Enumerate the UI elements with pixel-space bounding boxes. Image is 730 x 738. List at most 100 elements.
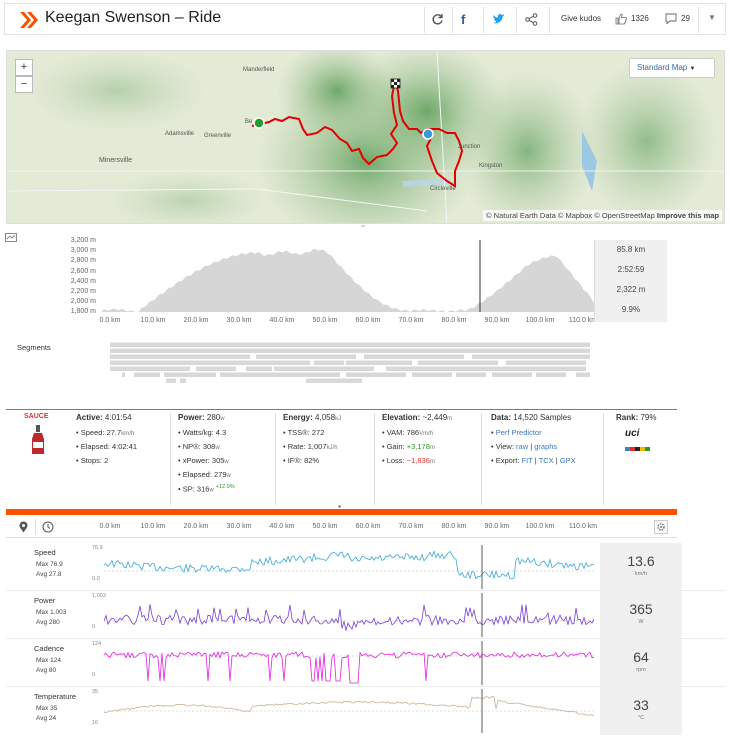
loss-label: Loss:: [386, 456, 405, 465]
zoom-in-button[interactable]: +: [15, 59, 33, 76]
stream-unit: km/h: [635, 571, 647, 577]
attribution-text: © Natural Earth Data © Mapbox © OpenStre…: [486, 211, 655, 220]
segment-bar[interactable]: [326, 378, 362, 384]
elevation-x-tick: 70.0 km: [398, 317, 424, 324]
energy-label: Energy:: [283, 413, 313, 422]
twitter-icon[interactable]: [492, 13, 506, 26]
segment-bar[interactable]: [412, 372, 452, 378]
stream-line-chart: [104, 593, 594, 637]
tss-value: 272: [311, 428, 325, 437]
share-icon[interactable]: [525, 13, 538, 26]
segment-bar[interactable]: [110, 342, 590, 348]
town-label: Junction: [458, 144, 481, 150]
elevation-chart[interactable]: 3,200 m 3,000 m 2,800 m 2,600 m 2,400 m 2,200…: [6, 230, 725, 338]
segment-bar[interactable]: [110, 366, 190, 372]
refresh-icon[interactable]: [431, 13, 444, 26]
readout-elevation: 2,322 m: [616, 285, 646, 294]
perf-predictor-link[interactable]: Perf Predictor: [495, 428, 542, 437]
segment-bar[interactable]: [506, 360, 586, 366]
chevron-down-icon[interactable]: ▼: [708, 13, 716, 22]
segment-bar[interactable]: [164, 372, 182, 378]
town-label: Be: [245, 119, 253, 125]
data-label: Data:: [491, 413, 512, 422]
thumbs-up-icon[interactable]: [615, 13, 627, 25]
segment-bar[interactable]: [176, 372, 216, 378]
segment-bar[interactable]: [246, 366, 272, 372]
segment-bar[interactable]: [196, 366, 236, 372]
segment-bar[interactable]: [418, 360, 498, 366]
segment-bar[interactable]: [456, 372, 486, 378]
export-gpx-link[interactable]: GPX: [559, 456, 576, 465]
pin-icon[interactable]: *: [338, 504, 342, 513]
segment-bar[interactable]: [472, 354, 590, 360]
segments-bars[interactable]: [106, 342, 596, 406]
sauce-bottle-icon[interactable]: [30, 425, 46, 455]
stream-value-box: [600, 591, 682, 639]
elevation-y-tick: 2,400 m: [70, 277, 96, 285]
export-fit-link[interactable]: FIT: [521, 456, 533, 465]
stream-current-value: 13.6: [627, 553, 655, 569]
power-elapsed-unit: w: [226, 473, 231, 479]
segment-bar[interactable]: [346, 360, 412, 366]
improve-map-link[interactable]: Improve this map: [656, 211, 719, 220]
kudos-count[interactable]: 1326: [631, 14, 649, 23]
view-graphs-link[interactable]: graphs: [534, 442, 558, 451]
segment-bar[interactable]: [180, 378, 186, 384]
location-pin-icon[interactable]: [19, 521, 28, 533]
np-label: NP®:: [182, 442, 201, 451]
segment-bar[interactable]: [122, 372, 125, 378]
stream-y-min: 16: [92, 720, 99, 726]
segment-bar[interactable]: [256, 354, 356, 360]
segment-bar[interactable]: [134, 372, 160, 378]
elevation-x-tick: 60.0 km: [355, 317, 381, 324]
clock-icon[interactable]: [42, 521, 54, 533]
stream-current-value: 33: [633, 697, 649, 713]
town-label: Circleville: [430, 186, 456, 192]
segment-bar[interactable]: [220, 372, 340, 378]
resize-handle[interactable]: ═: [361, 224, 366, 230]
speed-value: 27.7: [106, 428, 122, 437]
facebook-icon[interactable]: f: [461, 12, 466, 27]
readout-distance: 85.8 km: [616, 245, 646, 254]
segment-bar[interactable]: [166, 378, 176, 384]
comment-icon[interactable]: [665, 13, 677, 25]
export-tcx-link[interactable]: TCX: [538, 456, 554, 465]
elevation-y-tick: 3,200 m: [70, 237, 96, 244]
segment-bar[interactable]: [492, 372, 532, 378]
rank-value: 79%: [640, 413, 657, 422]
view-raw-link[interactable]: raw: [516, 442, 529, 451]
route-map[interactable]: + − Standard Map ▼ Manderfield Adamsvill…: [6, 50, 725, 224]
comment-count[interactable]: 29: [681, 14, 690, 23]
uci-badge[interactable]: uci: [625, 428, 640, 439]
panel-resize-bar[interactable]: [6, 509, 677, 515]
energy-unit: kJ: [335, 416, 342, 422]
stream-line-chart: [104, 545, 594, 589]
segment-bar[interactable]: [110, 354, 250, 360]
stream-temperature[interactable]: Temperature Max 35 Avg 24 35 16 33 °C: [6, 687, 725, 735]
zoom-out-button[interactable]: −: [15, 76, 33, 93]
segment-bar[interactable]: [274, 366, 374, 372]
xpower-value: 305: [211, 456, 225, 465]
segment-bar[interactable]: [314, 360, 344, 366]
stream-speed[interactable]: Speed Max 76.9 Avg 27.8 76.9 0.0 13.6 km/h: [6, 543, 725, 591]
segment-bar[interactable]: [346, 372, 406, 378]
stream-power[interactable]: Power Max 1,003 Avg 280 1,003 0 365 W: [6, 591, 725, 639]
readout-time: 2:52:59: [617, 265, 645, 274]
give-kudos-button[interactable]: Give kudos: [561, 14, 602, 23]
chart-toggle-icon[interactable]: [5, 233, 17, 242]
stream-x-tick: 100.0 km: [525, 523, 555, 530]
segment-bar[interactable]: [364, 354, 464, 360]
segment-bar[interactable]: [536, 372, 566, 378]
stream-cadence[interactable]: Cadence Max 124 Avg 80 124 0 64 rpm: [6, 639, 725, 687]
segment-bar[interactable]: [110, 360, 310, 366]
speed-series-line: [104, 550, 594, 580]
segment-bar[interactable]: [110, 348, 590, 354]
settings-gear-icon[interactable]: [654, 520, 668, 534]
elevation-x-tick: 50.0 km: [312, 317, 338, 324]
stream-name: Speed: [34, 548, 56, 557]
segment-bar[interactable]: [576, 372, 590, 378]
segment-bar[interactable]: [386, 366, 586, 372]
stream-name: Power: [34, 596, 56, 605]
map-style-select[interactable]: Standard Map ▼: [629, 58, 715, 78]
elevation-y-tick: 2,800 m: [70, 257, 96, 265]
